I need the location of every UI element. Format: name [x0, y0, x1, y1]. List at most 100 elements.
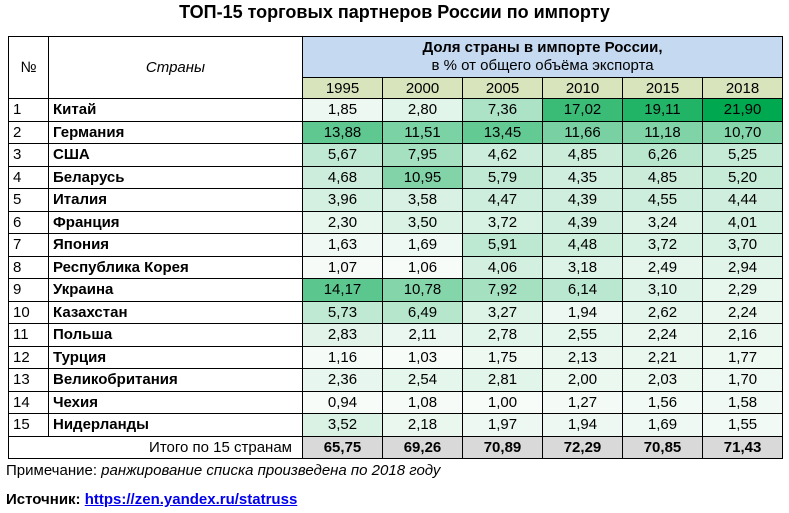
value-cell: 2,78 — [462, 323, 543, 347]
table-body: № Страны Доля страны в импорте России, в … — [8, 36, 784, 459]
country-cell: Великобритания — [48, 368, 303, 392]
data-row: 6 Франция 2,30 3,50 3,72 4,39 3,24 4,01 — [8, 210, 784, 234]
value-cell: 2,62 — [622, 300, 703, 324]
value-cell: 13,45 — [462, 120, 543, 144]
value-cell: 2,54 — [382, 368, 463, 392]
year-cell: 2005 — [462, 77, 543, 99]
value-cell: 3,72 — [462, 210, 543, 234]
value-cell: 2,29 — [701, 278, 784, 302]
value-cell: 1,85 — [302, 98, 383, 122]
note-text: ранжирование списка произведена по 2018 … — [101, 462, 441, 479]
value-cell: 2,81 — [462, 368, 543, 392]
value-cell: 1,00 — [462, 390, 543, 414]
country-cell: Чехия — [48, 390, 303, 414]
rank-cell: 4 — [8, 165, 49, 189]
value-cell: 4,39 — [542, 188, 623, 212]
value-cell: 1,94 — [542, 300, 623, 324]
value-cell: 10,70 — [701, 120, 784, 144]
value-cell: 3,70 — [701, 233, 784, 257]
value-cell: 1,06 — [382, 255, 463, 279]
value-cell: 2,03 — [622, 368, 703, 392]
total-row: Итого по 15 странам 65,75 69,26 70,89 72,29 7… — [8, 435, 784, 459]
data-row: 5 Италия 3,96 3,58 4,47 4,39 4,55 4,44 — [8, 188, 784, 212]
value-cell: 7,36 — [462, 98, 543, 122]
value-cell: 1,03 — [382, 345, 463, 369]
header-text: Доля страны в импорте России, — [422, 39, 663, 56]
value-cell: 5,91 — [462, 233, 543, 257]
note: Примечание: ранжирование списка произвед… — [6, 462, 440, 479]
year-cell: 2015 — [622, 77, 703, 99]
value-cell: 4,48 — [542, 233, 623, 257]
country-cell: Италия — [48, 188, 303, 212]
rank-cell: 1 — [8, 98, 49, 122]
year-cell: 2000 — [382, 77, 463, 99]
value-cell: 1,56 — [622, 390, 703, 414]
value-cell: 4,62 — [462, 143, 543, 167]
rank-cell: 14 — [8, 390, 49, 414]
country-cell: Турция — [48, 345, 303, 369]
data-row: 7 Япония 1,63 1,69 5,91 4,48 3,72 3,70 — [8, 233, 784, 257]
data-row: 15 Нидерланды 3,52 2,18 1,97 1,94 1,69 1,55 — [8, 413, 784, 437]
rank-cell: 9 — [8, 278, 49, 302]
country-cell: Франция — [48, 210, 303, 234]
year-cell: 1995 — [302, 77, 383, 99]
value-cell: 2,94 — [701, 255, 784, 279]
value-cell: 2,16 — [701, 323, 784, 347]
rank-cell: 15 — [8, 413, 49, 437]
year-cell: 2010 — [542, 77, 623, 99]
value-cell: 11,51 — [382, 120, 463, 144]
value-cell: 2,55 — [542, 323, 623, 347]
note-label: Примечание: — [6, 462, 97, 479]
data-row: 11 Польша 2,83 2,11 2,78 2,55 2,24 2,16 — [8, 323, 784, 347]
value-cell: 2,49 — [622, 255, 703, 279]
value-cell: 1,55 — [701, 413, 784, 437]
value-cell: 3,96 — [302, 188, 383, 212]
country-cell: США — [48, 143, 303, 167]
value-cell: 4,44 — [701, 188, 784, 212]
data-row: 3 США 5,67 7,95 4,62 4,85 6,26 5,25 — [8, 143, 784, 167]
value-cell: 5,73 — [302, 300, 383, 324]
value-cell: 1,27 — [542, 390, 623, 414]
country-cell: Республика Корея — [48, 255, 303, 279]
total-cell: 72,29 — [542, 435, 623, 459]
data-row: 4 Беларусь 4,68 10,95 5,79 4,35 4,85 5,20 — [8, 165, 784, 189]
value-cell: 4,39 — [542, 210, 623, 234]
value-cell: 1,94 — [542, 413, 623, 437]
table: № Страны Доля страны в импорте России, в … — [8, 36, 784, 459]
value-cell: 7,95 — [382, 143, 463, 167]
total-cell: 65,75 — [302, 435, 383, 459]
value-cell: 21,90 — [701, 98, 784, 122]
value-cell: 1,69 — [622, 413, 703, 437]
value-cell: 6,26 — [622, 143, 703, 167]
country-cell: Польша — [48, 323, 303, 347]
value-cell: 13,88 — [302, 120, 383, 144]
value-cell: 2,36 — [302, 368, 383, 392]
value-cell: 4,06 — [462, 255, 543, 279]
rank-cell: 12 — [8, 345, 49, 369]
value-cell: 6,14 — [542, 278, 623, 302]
source-link[interactable]: https://zen.yandex.ru/statruss — [84, 491, 298, 508]
rank-cell: 6 — [8, 210, 49, 234]
value-cell: 2,11 — [382, 323, 463, 347]
value-cell: 2,83 — [302, 323, 383, 347]
value-cell: 0,94 — [302, 390, 383, 414]
year-cell: 2018 — [701, 77, 784, 99]
value-cell: 2,21 — [622, 345, 703, 369]
value-cell: 10,95 — [382, 165, 463, 189]
value-cell: 3,27 — [462, 300, 543, 324]
total-cell: 69,26 — [382, 435, 463, 459]
value-cell: 10,78 — [382, 278, 463, 302]
value-cell: 2,24 — [622, 323, 703, 347]
value-cell: 4,47 — [462, 188, 543, 212]
total-cell: 70,85 — [622, 435, 703, 459]
value-cell: 4,85 — [542, 143, 623, 167]
value-cell: 3,72 — [622, 233, 703, 257]
value-cell: 2,30 — [302, 210, 383, 234]
value-cell: 3,50 — [382, 210, 463, 234]
value-cell: 3,18 — [542, 255, 623, 279]
value-cell: 2,13 — [542, 345, 623, 369]
header-text: в % от общего объёма экспорта — [431, 57, 654, 74]
value-cell: 4,01 — [701, 210, 784, 234]
year-row: 1995 2000 2005 2010 2015 2018 — [9, 77, 784, 99]
value-cell: 1,69 — [382, 233, 463, 257]
